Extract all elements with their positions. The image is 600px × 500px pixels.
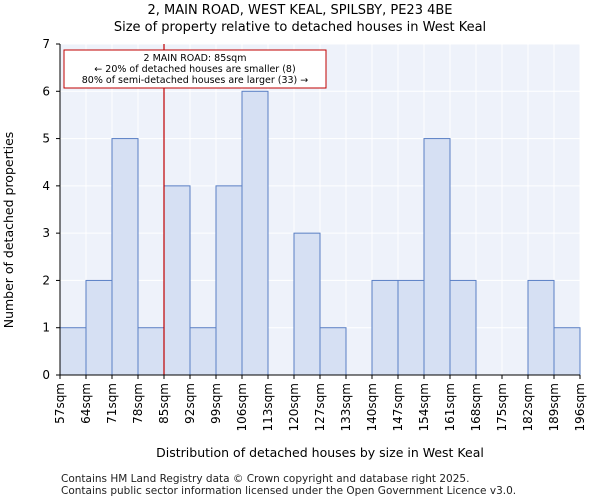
footer-licence: Contains public sector information licen… — [61, 485, 517, 497]
x-tick-label: 182sqm — [521, 383, 535, 431]
bar-71sqm — [111, 138, 139, 376]
x-tick-label: 189sqm — [547, 383, 561, 431]
bar-99sqm — [215, 185, 243, 376]
annotation: 2 MAIN ROAD: 85sqm← 20% of detached hous… — [63, 49, 327, 89]
x-tick-label: 120sqm — [287, 383, 301, 431]
x-tick-label: 71sqm — [105, 383, 119, 424]
bar-154sqm — [423, 138, 451, 376]
x-axis-label: Distribution of detached houses by size … — [156, 445, 484, 460]
bar-57sqm — [59, 327, 87, 376]
bar-92sqm — [189, 327, 217, 376]
y-tick-label: 6 — [42, 84, 50, 98]
y-tick-label: 3 — [42, 226, 50, 240]
y-tick-label: 4 — [42, 179, 50, 193]
annotation-line-2: ← 20% of detached houses are smaller (8) — [94, 64, 295, 75]
x-tick-label: 64sqm — [79, 383, 93, 424]
bar-140sqm — [371, 279, 399, 376]
bar-189sqm — [553, 327, 581, 376]
tick-labels: 0 1 2 3 4 5 6 7 57sqm 64sqm 71sqm 78sqm 85sqm 92sqm 99… — [42, 37, 587, 431]
x-tick-label: 147sqm — [391, 383, 405, 431]
bar-147sqm — [397, 279, 425, 376]
y-tick-label: 0 — [42, 368, 50, 382]
bar-85sqm — [163, 185, 191, 376]
bar-78sqm — [137, 327, 165, 376]
bar-161sqm — [449, 279, 477, 376]
annotation-line-1: 2 MAIN ROAD: 85sqm — [144, 53, 247, 64]
bar-64sqm — [85, 279, 113, 376]
y-tick-label: 1 — [42, 321, 50, 335]
x-tick-label: 168sqm — [469, 383, 483, 431]
chart-subtitle: Size of property relative to detached ho… — [113, 20, 487, 35]
x-tick-label: 57sqm — [53, 383, 67, 424]
annotation-line-3: 80% of semi-detached houses are larger (… — [82, 75, 309, 86]
y-tick-label: 7 — [42, 37, 50, 51]
x-tick-label: 106sqm — [235, 383, 249, 431]
x-tick-label: 85sqm — [157, 383, 171, 424]
bar-106sqm — [241, 90, 269, 376]
bars — [59, 90, 581, 376]
y-tick-label: 2 — [42, 273, 50, 287]
footer-copyright: Contains HM Land Registry data © Crown c… — [61, 473, 470, 485]
x-tick-label: 161sqm — [443, 383, 457, 431]
x-tick-label: 196sqm — [573, 383, 587, 431]
bar-127sqm — [319, 327, 347, 376]
bar-182sqm — [527, 279, 555, 376]
annotation-box — [63, 49, 327, 89]
x-tick-label: 175sqm — [495, 383, 509, 431]
x-tick-label: 140sqm — [365, 383, 379, 431]
bar-120sqm — [293, 232, 321, 376]
x-tick-label: 127sqm — [313, 383, 327, 431]
x-tick-label: 99sqm — [209, 383, 223, 424]
x-tick-label: 92sqm — [183, 383, 197, 424]
x-tick-label: 154sqm — [417, 383, 431, 431]
x-tick-label: 133sqm — [339, 383, 353, 431]
chart-title: 2, MAIN ROAD, WEST KEAL, SPILSBY, PE23 4… — [147, 3, 453, 18]
x-tick-label: 113sqm — [261, 383, 275, 431]
x-tick-label: 78sqm — [131, 383, 145, 424]
y-tick-label: 5 — [42, 132, 50, 146]
y-axis-label: Number of detached properties — [1, 132, 16, 329]
